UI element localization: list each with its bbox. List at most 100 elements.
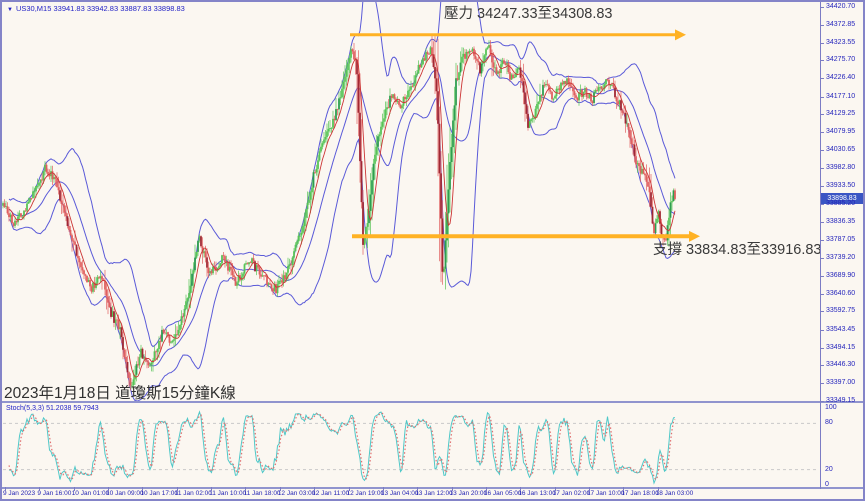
price-tick-label: 34372.85 [826,20,856,28]
price-tick-mark [820,311,824,313]
time-tick-label: 10 Jan 01:00 [71,490,110,497]
time-tick-label: 11 Jan 18:00 [243,490,281,497]
collapse-triangle-icon[interactable]: ▼ [7,7,13,13]
price-tick-label: 34129.25 [826,110,856,118]
main-chart-canvas[interactable] [2,2,820,401]
support-arrow[interactable] [352,230,700,242]
time-tick-label: 16 Jan 13:00 [518,490,556,497]
price-tick-mark [820,275,824,277]
time-tick-label: 10 Jan 17:00 [140,490,178,497]
time-tick-mark [279,487,281,491]
time-tick-mark [348,487,350,491]
current-price-badge: 33898.83 [820,193,864,205]
price-tick-label: 34079.95 [826,128,856,136]
price-tick-label: 33494.15 [826,343,856,351]
price-tick-mark [820,383,824,385]
price-tick-mark [820,293,824,295]
price-tick-mark [820,60,824,62]
time-tick-mark [520,487,522,491]
time-tick-label: 17 Jan 18:00 [621,490,659,497]
price-tick-mark [820,150,824,152]
price-tick-mark [820,186,824,188]
price-tick-mark [820,7,824,8]
time-tick-mark [314,487,316,491]
price-tick-label: 34420.70 [826,3,856,10]
stochastic-panel-canvas[interactable] [2,403,820,487]
time-tick-label: 9 Jan 2023 [3,490,36,497]
price-tick-label: 34323.55 [826,38,856,46]
time-tick-label: 11 Jan 10:00 [209,490,247,497]
stochastic-indicator-label: Stoch(5,3,3) 51.2038 59.7943 [6,405,99,412]
price-tick-mark [820,257,824,259]
resistance-annotation[interactable]: 壓力 34247.33至34308.83 [444,6,613,22]
time-tick-mark [451,487,453,491]
time-tick-mark [485,487,487,491]
time-tick-mark [245,487,247,491]
moving-average-line [8,52,676,378]
time-tick-mark [382,487,384,491]
price-tick-label: 34177.10 [826,92,856,100]
price-tick-mark [820,329,824,331]
price-tick-mark [820,347,824,349]
time-tick-mark [142,487,144,491]
price-tick-mark [820,401,824,402]
stoch-tick-label: 80 [825,419,833,427]
time-tick-label: 18 Jan 03:00 [655,490,694,497]
bottom-divider[interactable] [2,487,863,489]
price-tick-mark [820,114,824,116]
time-tick-label: 16 Jan 05:00 [483,490,522,497]
time-tick-label: 12 Jan 11:00 [312,490,350,497]
resistance-arrow[interactable] [350,29,686,41]
price-tick-label: 33349.15 [826,397,856,404]
panel-divider[interactable] [2,401,863,403]
price-tick-label: 33640.60 [826,289,856,297]
candle-up-bodies [2,45,673,387]
candle-down-bodies [3,45,676,386]
price-tick-label: 33836.35 [826,217,856,225]
price-tick-label: 33543.45 [826,325,856,333]
axis-separator-line [820,2,821,489]
symbol-ohlc-text: US30,M15 33941.83 33942.83 33887.83 3389… [15,4,185,13]
price-tick-mark [820,78,824,80]
time-tick-mark [623,487,625,491]
candle-down-bodies-strong [59,54,663,373]
price-tick-mark [820,132,824,134]
price-tick-label: 34275.70 [826,56,856,64]
price-tick-mark [820,96,824,98]
stoch-tick-label: 100 [825,404,837,411]
time-tick-label: 11 Jan 02:00 [174,490,212,497]
price-tick-mark [820,203,824,205]
price-tick-mark [820,168,824,169]
candle-up-bodies-strong [135,62,675,375]
date-title-annotation[interactable]: 2023年1月18日 道瓊斯15分鐘K線 [4,385,236,402]
price-tick-label: 33787.05 [826,235,856,243]
price-tick-label: 33739.20 [826,253,856,261]
time-tick-label: 10 Jan 09:00 [106,490,144,497]
price-tick-mark [820,24,824,26]
time-tick-label: 13 Jan 04:00 [380,490,419,497]
price-tick-mark [820,221,824,223]
symbol-ohlc-label[interactable]: ▼ US30,M15 33941.83 33942.83 33887.83 338… [7,4,185,13]
stoch-tick-label: 0 [825,481,829,488]
support-annotation[interactable]: 支撐 33834.83至33916.83 [653,242,822,258]
time-tick-label: 12 Jan 19:00 [346,490,385,497]
price-tick-label: 33592.75 [826,307,856,315]
time-tick-label: 13 Jan 12:00 [415,490,453,497]
time-tick-label: 13 Jan 20:00 [449,490,488,497]
time-tick-label: 17 Jan 10:00 [586,490,625,497]
bollinger-middle-band [8,55,676,367]
time-tick-mark [108,487,110,491]
time-tick-mark [554,487,556,491]
price-tick-label: 33446.30 [826,361,856,369]
time-tick-mark [211,487,213,491]
price-tick-label: 34226.40 [826,74,856,82]
time-tick-mark [5,487,6,491]
price-tick-label: 33397.00 [826,379,856,387]
time-axis-bar [2,489,863,499]
price-tick-label: 34030.65 [826,146,856,154]
stoch-main-line [8,410,676,485]
price-tick-mark [820,42,824,44]
stoch-tick-label: 20 [825,465,833,473]
time-tick-mark [176,487,178,491]
